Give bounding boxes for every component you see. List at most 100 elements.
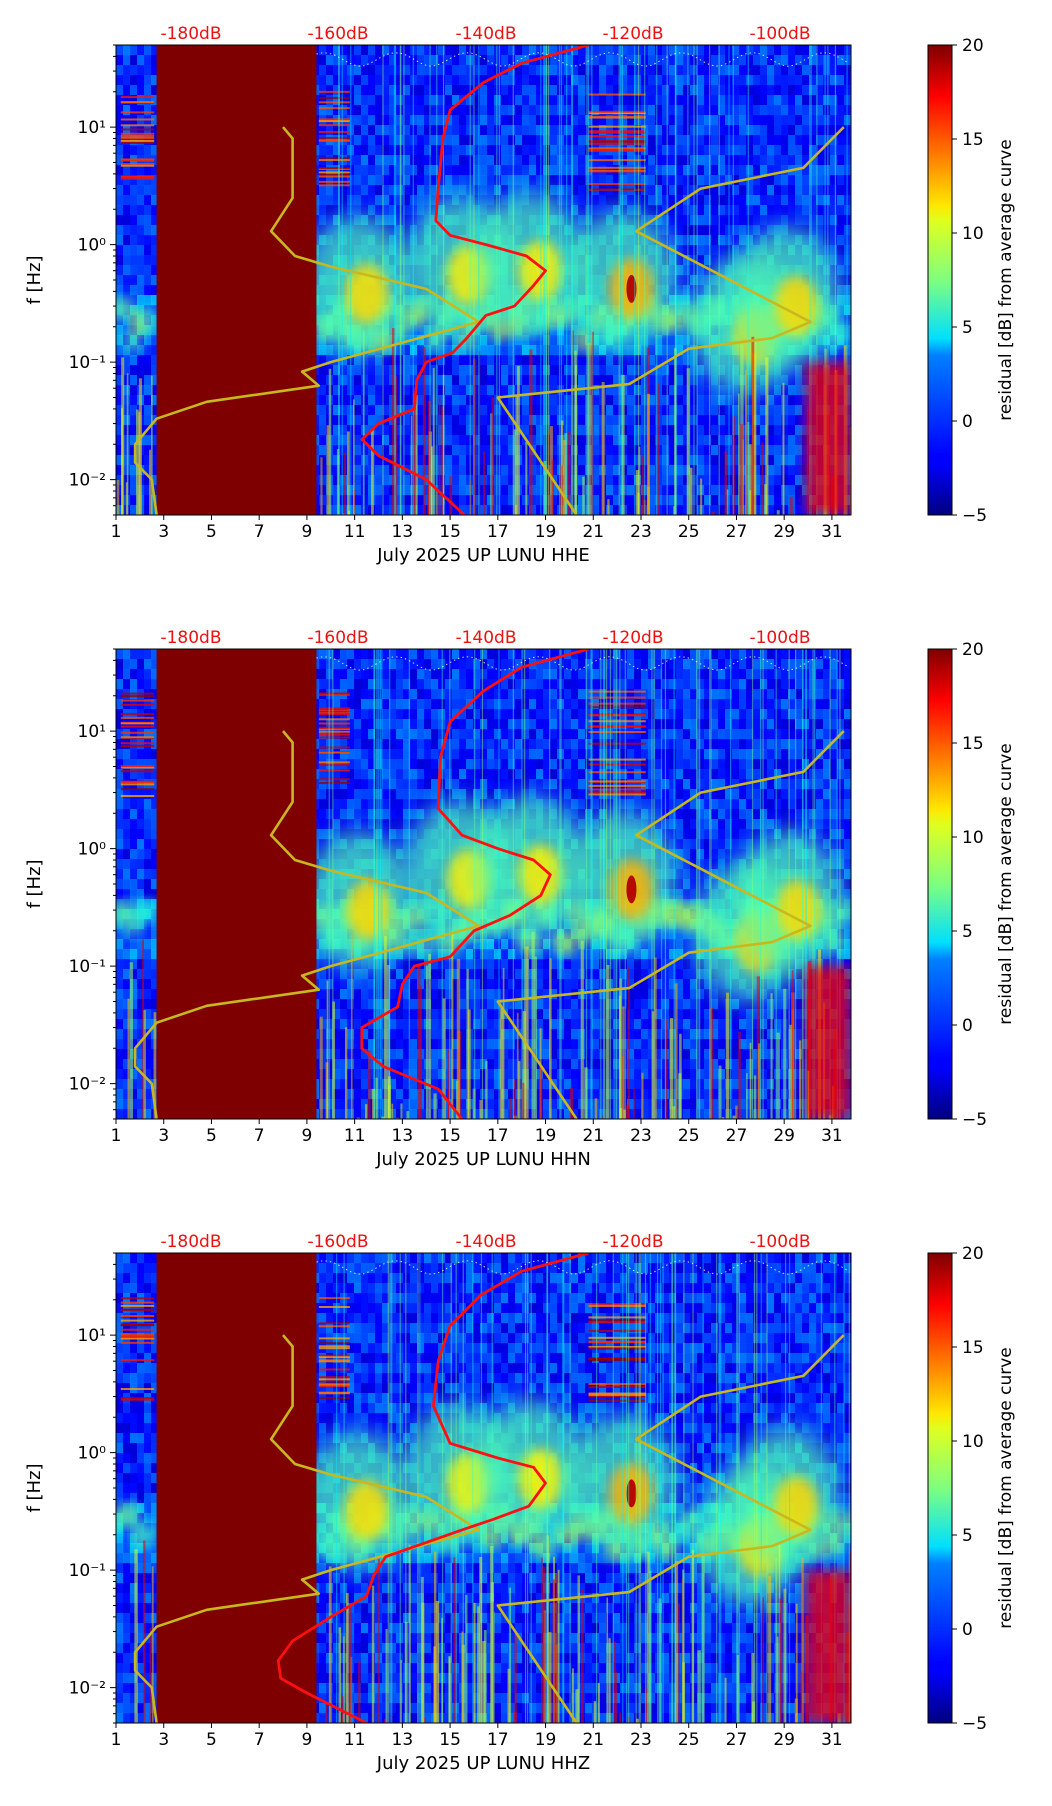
spectrogram-cell [704, 455, 712, 466]
spectrogram-cell [396, 455, 404, 466]
spectrogram-cell [508, 425, 516, 436]
spectrogram-cell [368, 95, 376, 106]
spectrogram-cell [543, 505, 551, 515]
spectrogram-cell [144, 335, 152, 346]
spectrogram-cell [711, 235, 719, 246]
spectrogram-cell [543, 435, 551, 446]
spectrogram-cell [704, 185, 712, 196]
spectrogram-cell [578, 55, 586, 66]
spectrogram-cell [676, 95, 684, 106]
spectrogram-cell [718, 145, 726, 156]
spectrogram-cell [424, 115, 432, 126]
spectrogram-cell [368, 395, 376, 406]
spectrogram-cell [697, 45, 705, 56]
spectrogram-cell [382, 385, 390, 396]
spectrogram-cell [382, 115, 390, 126]
spectrogram-cell [354, 135, 362, 146]
spectrogram-cell [557, 325, 565, 336]
spectrogram-cell [151, 235, 159, 246]
spectrogram-cell [396, 355, 404, 366]
spectrogram-cell [151, 185, 159, 196]
spectrogram-cell [473, 335, 481, 346]
spectrogram-cell [382, 125, 390, 136]
spectrogram-cell [634, 115, 642, 126]
spectrogram-cell [368, 165, 376, 176]
spectrogram-cell [613, 95, 621, 106]
spectrogram-cell [529, 495, 537, 506]
spectrogram-cell [627, 505, 635, 515]
spectrogram-cell [592, 425, 600, 436]
spectrogram-cell [690, 65, 698, 76]
spectrogram-cell [144, 85, 152, 96]
spectrogram-cell [536, 55, 544, 66]
spectrogram-cell [361, 365, 369, 376]
spectrogram-cell [711, 195, 719, 206]
spectrogram-cell [333, 415, 341, 426]
spectrogram-cell [137, 145, 145, 156]
spectrogram-cell [431, 475, 439, 486]
spectrogram-cell [844, 175, 851, 186]
spectrogram-cell [830, 75, 838, 86]
spectrogram-cell [739, 185, 747, 196]
spectrogram-cell [459, 125, 467, 136]
spectrogram-cell [557, 105, 565, 116]
spectrogram-cell [319, 445, 327, 456]
spectrogram-cell [473, 95, 481, 106]
hf-band [318, 184, 350, 187]
spectrogram-cell [417, 475, 425, 486]
hf-band [120, 96, 155, 99]
spectrogram-cell [599, 65, 607, 76]
spectrogram-cell [543, 145, 551, 156]
spectrogram-cell [704, 205, 712, 216]
spectrogram-cell [480, 425, 488, 436]
spectrogram-cell [347, 155, 355, 166]
spectrogram-cell [508, 55, 516, 66]
spectrogram-cell [522, 175, 530, 186]
spectrogram-cell [123, 265, 131, 276]
spectrogram-cell [494, 125, 502, 136]
spectrogram-cell [326, 175, 334, 186]
spectrogram-cell [494, 195, 502, 206]
spectrogram-cell [459, 65, 467, 76]
spectrogram-cell [655, 85, 663, 96]
spectrogram-cell [466, 495, 474, 506]
spectrogram-cell [354, 365, 362, 376]
spectrogram-cell [606, 365, 614, 376]
spectrogram-cell [592, 205, 600, 216]
spectrogram-cell [347, 135, 355, 146]
spectrogram-cell [760, 395, 768, 406]
spectrogram-cell [837, 65, 845, 76]
spectrogram-cell [711, 45, 719, 56]
spectrogram-cell [326, 85, 334, 96]
spectrogram-cell [732, 245, 740, 256]
spectrogram-cell [326, 345, 334, 356]
spectrogram-cell [557, 415, 565, 426]
spectrogram-cell [690, 425, 698, 436]
spectrogram-cell [361, 125, 369, 136]
spectrogram-cell [739, 95, 747, 106]
spectrogram-cell [767, 45, 775, 56]
spectrogram-cell [382, 55, 390, 66]
spectrogram-cell [424, 175, 432, 186]
spectrogram-cell [431, 145, 439, 156]
spectrogram-cell [697, 425, 705, 436]
spectrogram-cell [725, 95, 733, 106]
spectrogram-cell [459, 375, 467, 386]
spectrogram-cell [732, 435, 740, 446]
spectrogram-cell [431, 485, 439, 496]
spectrogram-cell [130, 165, 138, 176]
spectrogram-cell [123, 235, 131, 246]
spectrogram-cell [123, 85, 131, 96]
spectrogram-cell [424, 395, 432, 406]
spectrogram-cell [809, 145, 817, 156]
spectrogram-cell [795, 105, 803, 116]
spectrogram-cell [144, 465, 152, 476]
spectrogram-cell [564, 355, 572, 366]
spectrogram-cell [123, 355, 131, 366]
spectrogram-cell [431, 55, 439, 66]
spectrogram-cell [144, 455, 152, 466]
spectrogram-cell [746, 125, 754, 136]
spectrogram-cell [662, 45, 670, 56]
spectrogram-cell [634, 415, 642, 426]
spectrogram-cell [781, 85, 789, 96]
